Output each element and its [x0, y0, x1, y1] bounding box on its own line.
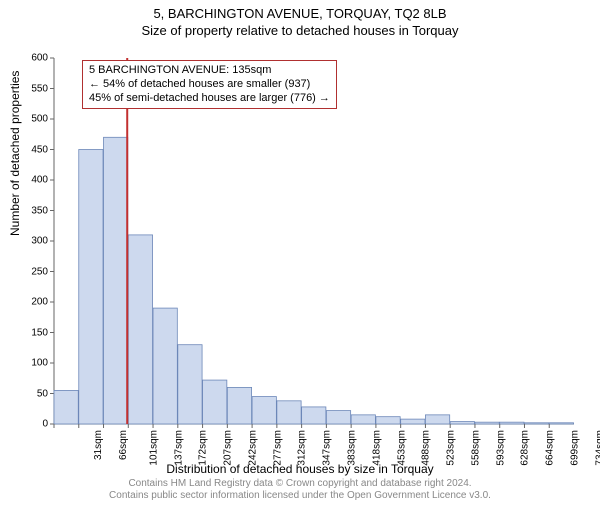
footer-attribution: Contains HM Land Registry data © Crown c… [0, 478, 600, 502]
y-tick-label: 100 [18, 358, 48, 369]
annotation-line-3: 45% of semi-detached houses are larger (… [89, 92, 330, 106]
y-tick-label: 200 [18, 297, 48, 308]
y-tick-label: 500 [18, 114, 48, 125]
x-tick-label: 347sqm [322, 430, 333, 466]
x-tick-label: 628sqm [520, 430, 531, 466]
x-tick-label: 523sqm [446, 430, 457, 466]
y-tick-label: 50 [18, 388, 48, 399]
x-tick-label: 137sqm [173, 430, 184, 466]
y-tick-label: 150 [18, 327, 48, 338]
x-tick-label: 488sqm [421, 430, 432, 466]
x-tick-label: 242sqm [248, 430, 259, 466]
annotation-line-1: 5 BARCHINGTON AVENUE: 135sqm [89, 64, 330, 78]
x-tick-label: 31sqm [93, 430, 104, 460]
x-tick-label: 101sqm [148, 430, 159, 466]
x-axis-label: Distribution of detached houses by size … [0, 462, 600, 476]
x-tick-label: 312sqm [297, 430, 308, 466]
x-tick-label: 277sqm [272, 430, 283, 466]
y-tick-label: 350 [18, 205, 48, 216]
histogram-plot [54, 54, 574, 424]
x-tick-label: 418sqm [371, 430, 382, 466]
y-tick-label: 550 [18, 83, 48, 94]
footer-line-2: Contains public sector information licen… [0, 490, 600, 502]
annotation-line-2: ← 54% of detached houses are smaller (93… [89, 78, 330, 92]
y-tick-label: 0 [18, 419, 48, 430]
x-tick-label: 699sqm [569, 430, 580, 466]
chart-area: 5 BARCHINGTON AVENUE: 135sqm ← 54% of de… [54, 54, 574, 424]
x-tick-label: 383sqm [347, 430, 358, 466]
y-tick-label: 400 [18, 175, 48, 186]
x-tick-label: 207sqm [223, 430, 234, 466]
x-tick-label: 558sqm [470, 430, 481, 466]
x-tick-label: 172sqm [198, 430, 209, 466]
x-tick-label: 734sqm [594, 430, 600, 466]
footer-line-1: Contains HM Land Registry data © Crown c… [0, 478, 600, 490]
x-tick-label: 66sqm [118, 430, 129, 460]
y-tick-label: 300 [18, 236, 48, 247]
marker-annotation: 5 BARCHINGTON AVENUE: 135sqm ← 54% of de… [82, 60, 337, 109]
page-subtitle: Size of property relative to detached ho… [0, 23, 600, 38]
page-title: 5, BARCHINGTON AVENUE, TORQUAY, TQ2 8LB [0, 6, 600, 21]
y-tick-label: 450 [18, 144, 48, 155]
y-tick-label: 600 [18, 53, 48, 64]
x-tick-label: 453sqm [396, 430, 407, 466]
x-tick-label: 593sqm [495, 430, 506, 466]
x-tick-label: 664sqm [545, 430, 556, 466]
y-tick-label: 250 [18, 266, 48, 277]
